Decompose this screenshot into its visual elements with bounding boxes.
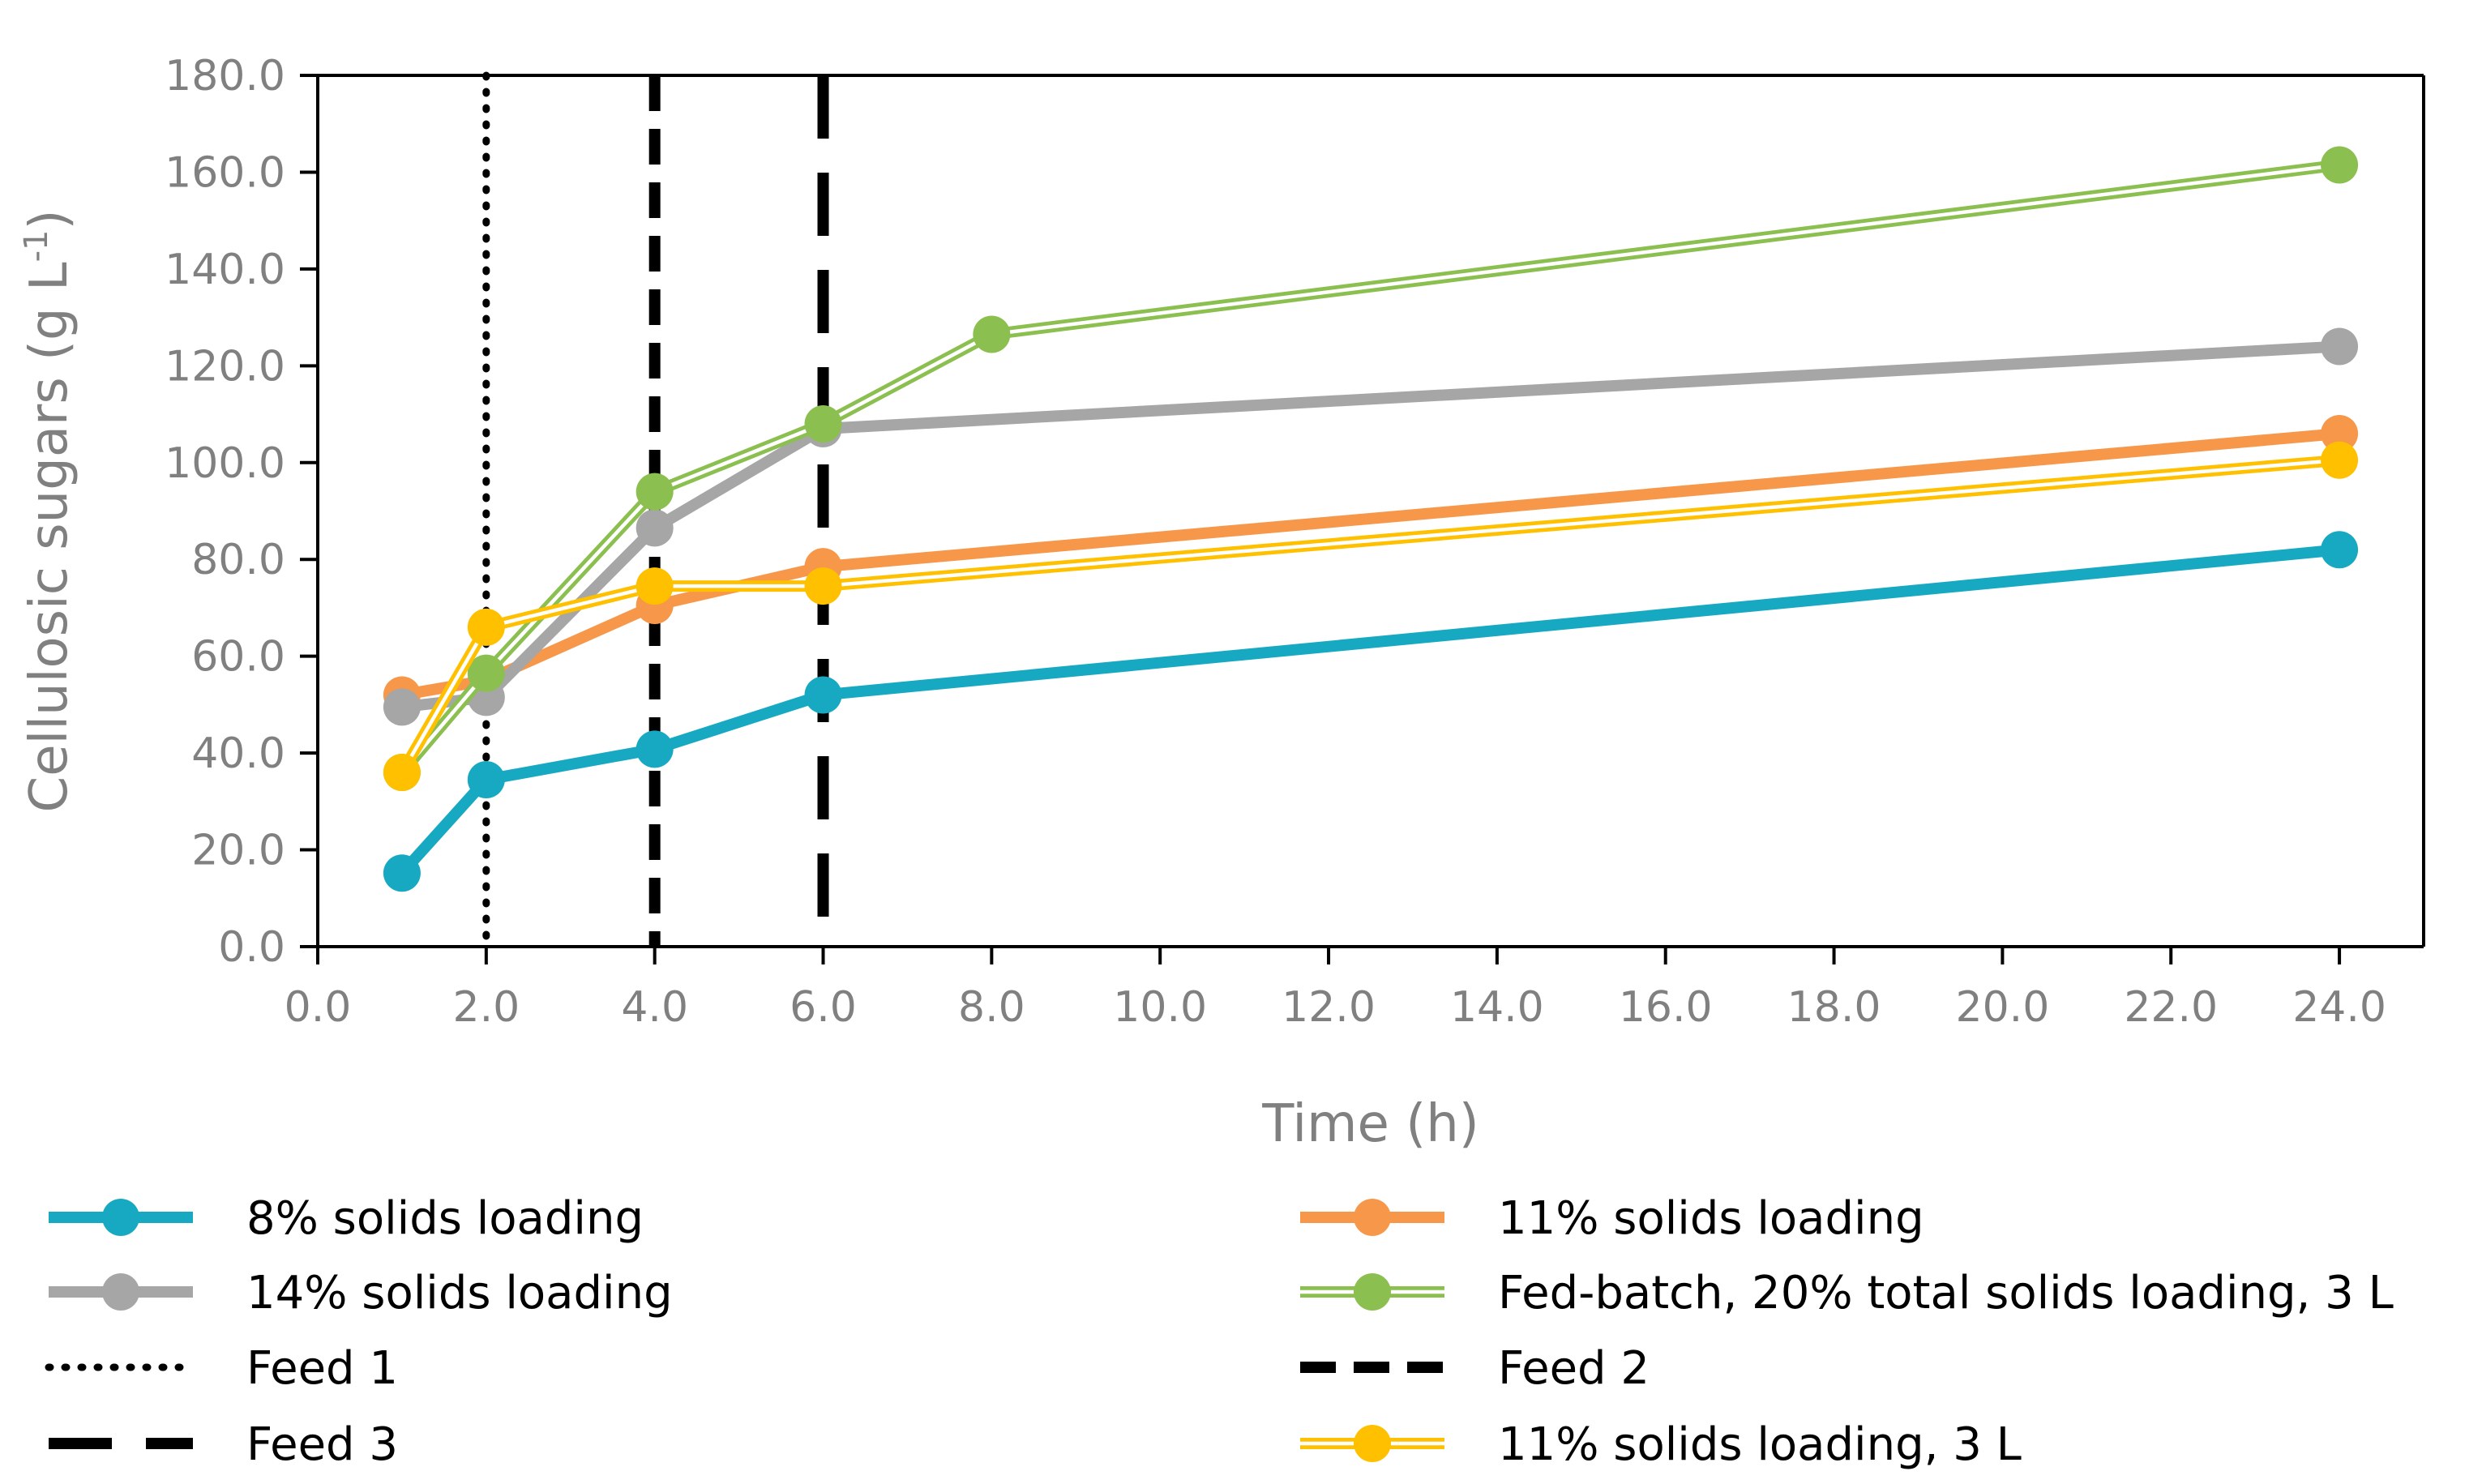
data-point-s11_3l-4 bbox=[2321, 441, 2359, 479]
legend-label-feed2: Feed 2 bbox=[1498, 1342, 1650, 1395]
series-line-inner-fb bbox=[400, 163, 2340, 774]
data-point-s8-0 bbox=[383, 854, 421, 892]
data-point-s14-0 bbox=[383, 688, 421, 726]
x-tick-label: 2.0 bbox=[452, 983, 520, 1032]
data-point-s8-4 bbox=[2321, 531, 2359, 569]
axes bbox=[300, 74, 2425, 964]
legend-item-feed2: Feed 2 bbox=[1300, 1342, 1650, 1395]
y-tick-label: 40.0 bbox=[191, 729, 285, 778]
legend-label-feed1: Feed 1 bbox=[246, 1342, 398, 1395]
y-tick-label: 60.0 bbox=[191, 633, 285, 682]
data-point-s11-4 bbox=[2321, 414, 2359, 452]
legend-item-feed3: Feed 3 bbox=[49, 1418, 398, 1471]
series-s11_3l bbox=[383, 441, 2359, 791]
legend-label-fb: Fed-batch, 20% total solids loading, 3 L bbox=[1498, 1267, 2394, 1319]
y-tick-label: 0.0 bbox=[218, 923, 285, 972]
legend-swatch-marker-s11_3l bbox=[1354, 1425, 1391, 1462]
legend-label-s11_3l: 11% solids loading, 3 L bbox=[1498, 1418, 2022, 1471]
x-tick-label: 18.0 bbox=[1787, 983, 1881, 1032]
legend-swatch-marker-s8 bbox=[102, 1199, 139, 1236]
data-point-s11_3l-3 bbox=[804, 567, 842, 605]
data-point-s14-2 bbox=[635, 509, 674, 547]
x-tick-label: 0.0 bbox=[285, 983, 352, 1032]
legend-swatch-marker-s11 bbox=[1354, 1199, 1391, 1236]
y-tick-label: 120.0 bbox=[165, 342, 285, 391]
series-layer bbox=[383, 146, 2359, 892]
x-tick-label: 14.0 bbox=[1450, 983, 1544, 1032]
x-tick-label: 24.0 bbox=[2292, 983, 2386, 1032]
legend-item-s8: 8% solids loading bbox=[49, 1192, 644, 1245]
legend-item-feed1: Feed 1 bbox=[45, 1342, 398, 1395]
y-axis-title-main: Cellulosic sugars (g L bbox=[19, 262, 79, 812]
y-tick-label: 160.0 bbox=[165, 148, 285, 197]
x-tick-label: 16.0 bbox=[1619, 983, 1713, 1032]
y-axis-title-close: ) bbox=[19, 210, 79, 230]
data-point-fb-5 bbox=[2321, 146, 2359, 184]
x-tick-label: 12.0 bbox=[1282, 983, 1376, 1032]
legend-item-s11_3l: 11% solids loading, 3 L bbox=[1300, 1418, 2022, 1471]
data-point-fb-4 bbox=[973, 315, 1011, 353]
legend-item-s11: 11% solids loading bbox=[1300, 1192, 1924, 1245]
y-tick-label: 180.0 bbox=[165, 52, 285, 101]
x-tick-label: 8.0 bbox=[958, 983, 1025, 1032]
legend-item-s14: 14% solids loading bbox=[49, 1267, 673, 1319]
data-point-s8-1 bbox=[467, 760, 505, 798]
data-point-fb-2 bbox=[635, 473, 674, 511]
data-point-s11_3l-0 bbox=[383, 754, 421, 791]
x-tick-label: 4.0 bbox=[621, 983, 688, 1032]
data-point-fb-3 bbox=[804, 405, 842, 443]
y-axis-title-superscript: -1 bbox=[18, 229, 55, 262]
plot-background bbox=[318, 75, 2424, 947]
y-tick-label: 80.0 bbox=[191, 536, 285, 584]
legend-label-s14: 14% solids loading bbox=[246, 1267, 673, 1319]
legend-swatch-marker-fb bbox=[1354, 1273, 1391, 1311]
y-axis-title: Cellulosic sugars (g L-1) bbox=[18, 210, 79, 813]
x-tick-label: 20.0 bbox=[1956, 983, 2050, 1032]
data-point-s11_3l-1 bbox=[467, 608, 505, 646]
legend: 8% solids loading 11% solids loading 14% s… bbox=[45, 1192, 2394, 1471]
data-point-s14-4 bbox=[2321, 327, 2359, 366]
x-tick-label: 22.0 bbox=[2124, 983, 2218, 1032]
x-tick-label: 6.0 bbox=[790, 983, 857, 1032]
legend-swatch-marker-s14 bbox=[102, 1273, 139, 1311]
data-point-s11_3l-2 bbox=[635, 567, 674, 605]
legend-item-fb: Fed-batch, 20% total solids loading, 3 L bbox=[1300, 1267, 2394, 1319]
legend-label-s11: 11% solids loading bbox=[1498, 1192, 1924, 1245]
series-s8 bbox=[383, 531, 2359, 892]
y-tick-label: 140.0 bbox=[165, 246, 285, 294]
plot-area bbox=[318, 75, 2424, 947]
axis-labels: 0.0 20.0 40.0 60.0 80.0 100.0 120.0 140.0 160.0 1… bbox=[18, 52, 2386, 1154]
data-point-s8-2 bbox=[635, 730, 674, 768]
legend-label-feed3: Feed 3 bbox=[246, 1418, 398, 1471]
x-axis-title: Time (h) bbox=[1261, 1094, 1479, 1154]
x-tick-label: 10.0 bbox=[1113, 983, 1207, 1032]
data-point-fb-1 bbox=[467, 654, 505, 692]
data-point-s8-3 bbox=[804, 676, 842, 714]
y-tick-label: 100.0 bbox=[165, 439, 285, 488]
y-tick-label: 20.0 bbox=[191, 827, 285, 875]
legend-label-s8: 8% solids loading bbox=[246, 1192, 644, 1245]
